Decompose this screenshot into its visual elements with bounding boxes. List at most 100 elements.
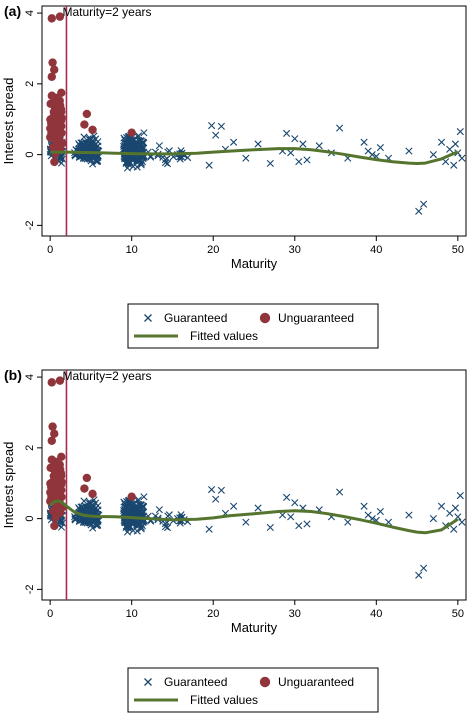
data-point-unguaranteed [55, 482, 65, 491]
data-point-guaranteed [368, 151, 376, 159]
y-tick-label: -2 [24, 220, 36, 230]
y-axis-label: Interest spread [1, 78, 16, 165]
data-point-guaranteed [254, 504, 262, 512]
data-point-guaranteed [155, 142, 163, 150]
data-point-guaranteed [283, 129, 291, 137]
series-unguaranteed [46, 376, 136, 531]
data-point-unguaranteed [47, 436, 56, 445]
data-point-unguaranteed [47, 482, 56, 492]
data-point-guaranteed [135, 496, 143, 504]
data-point-guaranteed [242, 154, 250, 162]
y-tick-label: 2 [24, 445, 36, 451]
data-point-unguaranteed [50, 65, 59, 74]
data-point-guaranteed [92, 521, 100, 530]
x-axis-label: Maturity [231, 256, 278, 271]
data-point-guaranteed [163, 524, 172, 532]
data-point-unguaranteed [49, 490, 58, 500]
data-point-guaranteed [80, 142, 88, 150]
data-point-guaranteed [135, 132, 143, 140]
data-point-guaranteed [217, 486, 225, 494]
data-point-guaranteed [136, 502, 144, 510]
series-guaranteed [46, 122, 466, 215]
data-point-guaranteed [80, 506, 88, 514]
data-point-guaranteed [315, 142, 323, 150]
data-point-guaranteed [376, 507, 384, 516]
data-point-guaranteed [450, 525, 458, 533]
data-point-guaranteed [450, 161, 458, 169]
legend-unguaranteed-marker [259, 676, 271, 688]
data-point-guaranteed [446, 509, 454, 517]
data-point-unguaranteed [47, 72, 56, 81]
y-tick-label: 2 [24, 81, 36, 87]
data-point-guaranteed [136, 138, 144, 146]
x-tick-label: 0 [47, 608, 53, 620]
data-point-guaranteed [208, 486, 216, 494]
reference-annotation: Maturity=2 years [62, 369, 151, 383]
data-point-guaranteed [75, 153, 83, 162]
data-point-guaranteed [295, 522, 303, 530]
legend: Guaranteed Unguaranteed Fitted values [127, 667, 379, 713]
data-point-unguaranteed [50, 157, 59, 167]
data-point-guaranteed [75, 504, 83, 512]
data-point-unguaranteed [54, 141, 63, 150]
data-point-guaranteed [122, 523, 130, 532]
data-point-guaranteed [242, 518, 250, 526]
data-point-guaranteed [129, 509, 138, 517]
data-point-unguaranteed [47, 14, 56, 23]
data-point-guaranteed [120, 145, 128, 153]
y-tick-label: 4 [24, 10, 36, 16]
data-point-guaranteed [451, 504, 459, 512]
legend: Guaranteed Unguaranteed Fitted values [127, 303, 379, 349]
data-point-unguaranteed [88, 489, 97, 499]
data-point-guaranteed [420, 564, 428, 572]
data-point-unguaranteed [82, 473, 92, 483]
data-point-guaranteed [161, 520, 169, 528]
data-point-guaranteed [217, 122, 225, 130]
data-point-guaranteed [303, 520, 311, 528]
data-point-guaranteed [124, 139, 132, 148]
data-point-guaranteed [283, 493, 291, 501]
data-point-guaranteed [80, 133, 88, 141]
legend-unguaranteed-label: Unguaranteed [278, 675, 354, 689]
data-point-guaranteed [291, 135, 299, 143]
data-point-guaranteed [415, 207, 423, 215]
data-point-guaranteed [429, 515, 437, 523]
data-point-guaranteed [161, 523, 170, 531]
data-point-guaranteed [130, 139, 138, 147]
data-point-unguaranteed [50, 429, 59, 438]
data-point-unguaranteed [50, 521, 59, 531]
data-point-guaranteed [405, 511, 413, 519]
data-point-guaranteed [140, 493, 148, 501]
data-point-guaranteed [437, 138, 446, 146]
data-point-unguaranteed [48, 58, 57, 67]
data-point-guaranteed [266, 523, 274, 532]
legend-box [127, 303, 379, 349]
legend-guaranteed-marker [144, 678, 152, 686]
x-tick-label: 50 [452, 608, 464, 620]
data-point-guaranteed [80, 497, 88, 505]
data-point-unguaranteed [88, 125, 97, 135]
data-point-guaranteed [75, 140, 83, 148]
x-tick-label: 30 [289, 608, 301, 620]
data-point-unguaranteed [54, 131, 64, 141]
data-point-guaranteed [176, 155, 184, 163]
data-point-unguaranteed [49, 126, 58, 136]
legend-guaranteed-label: Guaranteed [164, 675, 227, 689]
y-tick-label: 0 [24, 152, 36, 158]
legend-guaranteed-marker [144, 314, 152, 322]
fitted-values-line [49, 499, 459, 535]
data-point-guaranteed [71, 515, 79, 523]
data-point-unguaranteed [127, 128, 136, 137]
legend-box [127, 667, 379, 713]
data-point-guaranteed [254, 140, 262, 148]
data-point-unguaranteed [54, 505, 63, 514]
data-point-unguaranteed [80, 484, 89, 493]
data-point-unguaranteed [57, 452, 66, 462]
data-point-guaranteed [405, 147, 413, 155]
data-point-guaranteed [161, 159, 170, 167]
data-point-guaranteed [295, 158, 303, 166]
data-point-guaranteed [344, 518, 352, 526]
legend-unguaranteed-marker [259, 312, 271, 324]
data-point-unguaranteed [47, 378, 56, 387]
